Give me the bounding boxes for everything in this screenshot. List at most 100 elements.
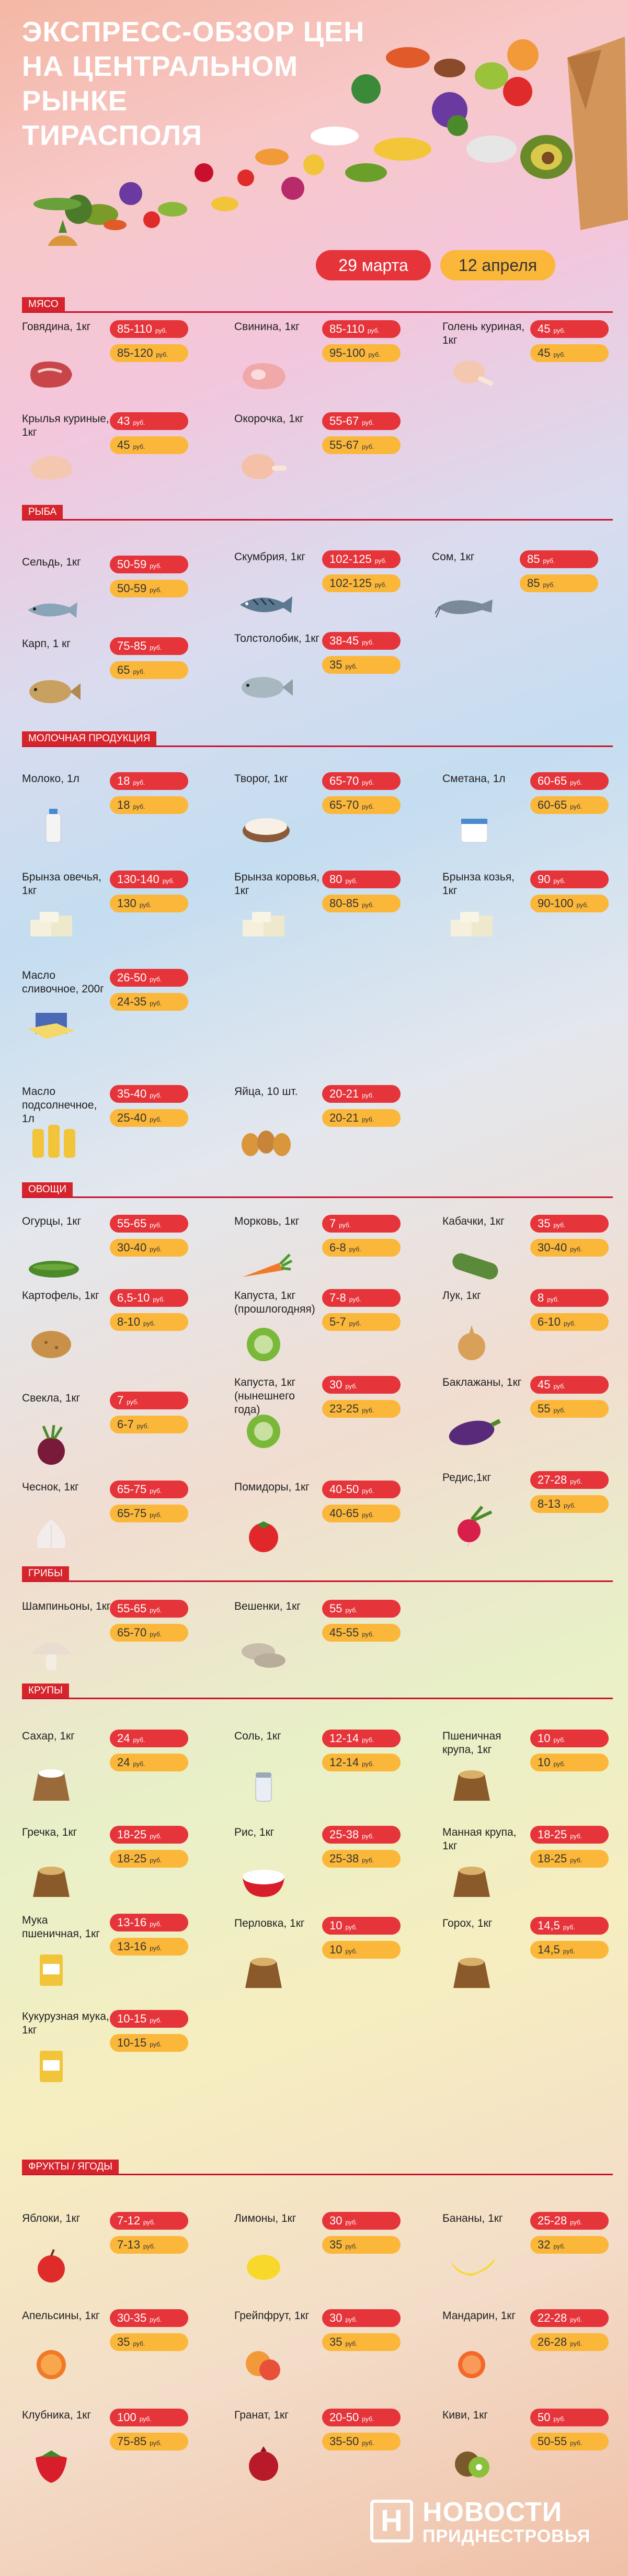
feta-icon xyxy=(30,912,72,936)
price-unit: руб. xyxy=(150,2017,162,2024)
price-old: 85-110 руб. xyxy=(322,320,401,338)
butter-icon xyxy=(28,1013,75,1039)
price-value: 35-50 xyxy=(329,2435,359,2448)
price-unit: руб. xyxy=(362,443,374,450)
price-item-cucumbers: Огурцы, 1кг 55-65 руб. 30-40 руб. xyxy=(22,1215,221,1293)
price-value: 55-67 xyxy=(329,438,359,451)
price-value: 35 xyxy=(329,2335,342,2348)
price-unit: руб. xyxy=(362,1631,374,1638)
price-new: 85-120 руб. xyxy=(110,344,188,362)
price-value: 65 xyxy=(117,663,130,676)
price-value: 6-10 xyxy=(538,1315,561,1328)
salt-shaker-icon xyxy=(255,1772,272,1802)
price-new: 6-8 руб. xyxy=(322,1239,401,1257)
price-old: 55-67 руб. xyxy=(322,412,401,430)
title-line-3: ТИРАСПОЛЯ xyxy=(22,120,202,151)
price-item-butter: Масло сливочное, 200г 26-50 руб. 24-35 руб. xyxy=(22,969,221,1047)
price-value: 30-40 xyxy=(538,1241,567,1254)
price-value: 14,5 xyxy=(538,1943,560,1956)
price-unit: руб. xyxy=(553,1760,566,1768)
price-old: 20-50 руб. xyxy=(322,2409,401,2426)
price-value: 18-25 xyxy=(538,1828,567,1841)
item-name: Баклажаны, 1кг xyxy=(442,1376,522,1388)
item-name: Апельсины, 1кг xyxy=(22,2310,100,2322)
price-unit: руб. xyxy=(133,443,145,450)
price-item-milk: Молоко, 1л 18 руб. 18 руб. xyxy=(22,772,221,851)
price-old: 7 руб. xyxy=(322,1215,401,1233)
mushroom-icon xyxy=(30,1642,72,1670)
price-new: 85 руб. xyxy=(520,574,598,592)
item-name: Чеснок, 1кг xyxy=(22,1481,79,1493)
section-dairy-label: Молочная продукция xyxy=(22,731,157,746)
price-new: 30-40 руб. xyxy=(110,1239,188,1257)
chicken-thigh-icon xyxy=(242,454,287,479)
item-name: Помидоры, 1кг xyxy=(234,1481,310,1493)
price-old: 14,5 руб. xyxy=(530,1917,609,1935)
price-old: 13-16 руб. xyxy=(110,1914,188,1931)
price-unit: руб. xyxy=(564,1502,576,1509)
chicken-wing-icon xyxy=(29,455,72,480)
item-name: Вешенки, 1кг xyxy=(234,1600,301,1612)
item-name: Огурцы, 1кг xyxy=(22,1215,82,1227)
item-name: Клубника, 1кг xyxy=(22,2409,92,2421)
price-old: 30-35 руб. xyxy=(110,2309,188,2327)
price-value: 85 xyxy=(527,552,540,566)
price-unit: руб. xyxy=(133,803,145,810)
price-value: 55-67 xyxy=(329,414,359,427)
price-item-cabbage_new: Капуста, 1кг (нынешнего года) 30 руб. 23-25… xyxy=(234,1376,433,1454)
item-name: Грейпфрут, 1кг xyxy=(234,2310,310,2322)
price-value: 24-35 xyxy=(117,995,147,1008)
item-name: Молоко, 1л xyxy=(22,773,79,785)
item-name: Толстолобик, 1кг xyxy=(234,632,320,645)
price-old: 7 руб. xyxy=(110,1392,188,1409)
price-value: 27-28 xyxy=(538,1473,567,1486)
price-old: 10 руб. xyxy=(322,1917,401,1935)
price-value: 40-65 xyxy=(329,1507,359,1520)
price-unit: руб. xyxy=(570,2316,583,2323)
garlic-icon xyxy=(37,1519,66,1548)
oyster-mushroom-icon xyxy=(242,1643,286,1668)
price-unit: руб. xyxy=(362,1116,374,1123)
price-old: 90 руб. xyxy=(530,871,609,888)
item-name: Редис,1кг xyxy=(442,1472,492,1484)
item-name: Рис, 1кг xyxy=(234,1826,275,1838)
price-item-silvercarp: Толстолобик, 1кг 38-45 руб. 35 руб. xyxy=(234,632,433,710)
price-old: 20-21 руб. xyxy=(322,1085,401,1103)
price-old: 50 руб. xyxy=(530,2409,609,2426)
title-line-1: ЭКСПРЕСС-ОБЗОР ЦЕН xyxy=(22,16,365,48)
price-item-beef: Говядина, 1кг 85-110 руб. 85-120 руб. xyxy=(22,320,221,399)
grain-sack-icon xyxy=(453,1958,490,1988)
price-new: 6-7 руб. xyxy=(110,1416,188,1433)
price-unit: руб. xyxy=(570,1833,583,1840)
price-old: 55-65 руб. xyxy=(110,1215,188,1233)
price-value: 45 xyxy=(538,322,551,335)
price-unit: руб. xyxy=(374,581,387,589)
potato-icon xyxy=(31,1331,71,1358)
item-name: Сельдь, 1кг xyxy=(22,556,81,568)
price-value: 22-28 xyxy=(538,2311,567,2324)
price-unit: руб. xyxy=(362,419,374,426)
price-new: 25-40 руб. xyxy=(110,1109,188,1127)
price-value: 7 xyxy=(329,1217,336,1230)
price-unit: руб. xyxy=(150,1000,162,1007)
price-value: 6-7 xyxy=(117,1418,134,1431)
price-item-wings: Крылья куриные, 1кг 43 руб. 45 руб. xyxy=(22,412,221,491)
price-unit: руб. xyxy=(150,1607,162,1614)
price-new: 130 руб. xyxy=(110,895,188,912)
price-new: 8-10 руб. xyxy=(110,1313,188,1331)
price-unit: руб. xyxy=(150,2041,162,2048)
price-value: 50-59 xyxy=(117,582,147,595)
price-value: 10-15 xyxy=(117,2036,147,2049)
price-value: 65-70 xyxy=(329,798,359,811)
rice-bowl-icon xyxy=(243,1870,284,1897)
price-item-eggs: Яйца, 10 шт. 20-21 руб. 20-21 руб. xyxy=(234,1085,433,1163)
eggs-icon xyxy=(242,1131,291,1156)
price-unit: руб. xyxy=(576,901,589,909)
item-name: Творог, 1кг xyxy=(234,773,289,785)
price-value: 30-35 xyxy=(117,2311,147,2324)
price-unit: руб. xyxy=(162,877,175,885)
price-value: 55 xyxy=(538,1402,551,1415)
date-old-badge: 29 марта xyxy=(316,250,431,280)
flour-bag-icon xyxy=(40,1954,63,1986)
price-value: 90-100 xyxy=(538,897,574,910)
